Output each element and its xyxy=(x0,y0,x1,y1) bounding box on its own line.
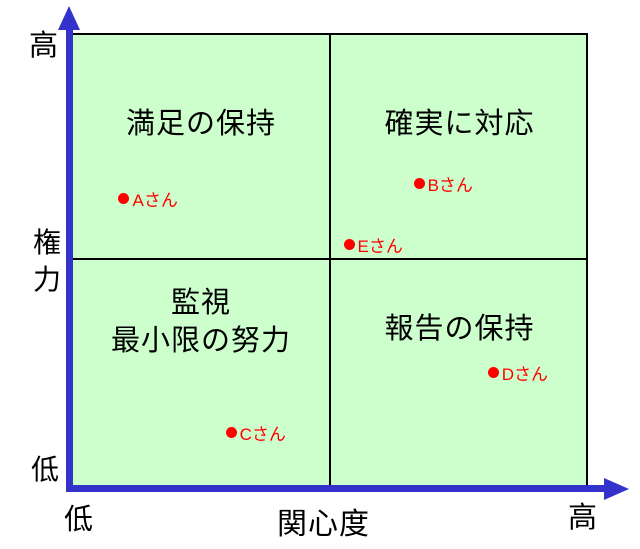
point-dot-icon xyxy=(225,426,237,438)
point-label: Eさん xyxy=(357,236,403,256)
point-dot-icon xyxy=(413,177,425,189)
quadrant-label-monitor-line2: 最小限の努力 xyxy=(110,325,291,357)
x-axis-low-label: 低 xyxy=(64,504,94,536)
x-axis-title: 関心度 xyxy=(277,508,370,541)
data-point-d: Dさん xyxy=(487,364,548,384)
data-point-e: Eさん xyxy=(343,235,403,256)
x-axis-high-label: 高 xyxy=(568,502,598,534)
y-axis-title: 権力 xyxy=(32,227,61,295)
quadrant-label-keep-satisfied: 満足の保持 xyxy=(125,108,276,140)
y-axis-line xyxy=(66,26,73,492)
point-label: Bさん xyxy=(427,175,473,195)
data-point-b: Bさん xyxy=(413,174,473,195)
point-label: Aさん xyxy=(132,190,178,210)
quadrant-label-monitor-line1: 監視 xyxy=(170,287,231,319)
point-dot-icon xyxy=(487,367,499,379)
quadrant-divider-horizontal xyxy=(73,258,588,260)
x-axis-line xyxy=(66,485,606,492)
data-point-c: Cさん xyxy=(225,423,286,444)
quadrant-label-keep-informed: 報告の保持 xyxy=(384,313,535,345)
point-label: Dさん xyxy=(501,365,549,385)
point-dot-icon xyxy=(118,192,130,204)
quadrant-label-manage-closely: 確実に対応 xyxy=(384,108,535,140)
y-axis-arrowhead-icon xyxy=(58,6,80,30)
point-label: Cさん xyxy=(239,424,286,444)
y-axis-low-label: 低 xyxy=(31,454,60,485)
x-axis-arrowhead-icon xyxy=(604,478,629,500)
y-axis-high-label: 高 xyxy=(29,30,59,62)
quadrant-label-monitor: 監視 最小限の努力 xyxy=(73,284,329,360)
point-dot-icon xyxy=(343,238,355,250)
data-point-a: Aさん xyxy=(118,189,178,210)
